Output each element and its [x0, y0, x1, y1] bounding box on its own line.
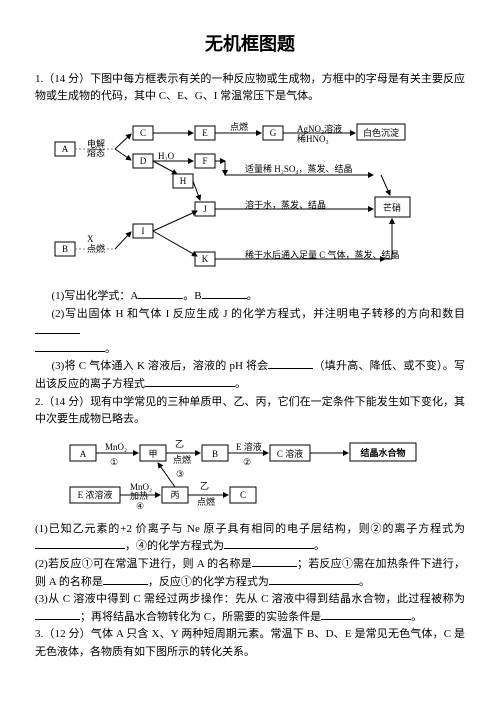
- svg-text:G: G: [270, 128, 277, 138]
- svg-text:③: ③: [176, 469, 184, 479]
- blank-B: [202, 288, 247, 299]
- svg-text:I: I: [142, 226, 145, 236]
- svg-text:点燃: 点燃: [87, 243, 105, 254]
- blank-q2-5: [269, 574, 359, 585]
- svg-text:溶于水，蒸发、结晶: 溶于水，蒸发、结晶: [245, 199, 326, 210]
- q1-p2-text: (2)写出固体 H 和气体 I 反应生成 J 的化学方程式，并注明电子转移的方向…: [52, 308, 466, 320]
- svg-text:B: B: [212, 449, 218, 459]
- blank-line: [35, 341, 105, 352]
- svg-text:H: H: [180, 176, 187, 186]
- svg-text:白色沉淀: 白色沉淀: [363, 127, 399, 138]
- q1-p1-pre: (1)写出化学式：A: [52, 290, 139, 302]
- svg-text:②: ②: [243, 457, 251, 467]
- svg-text:芒硝: 芒硝: [383, 202, 401, 213]
- q2-p3b: ；再将结晶水合物转化为 C，所需要的实验条件是: [80, 611, 321, 623]
- svg-text:A: A: [80, 449, 87, 459]
- q2-p2c: ，反应①的化学方程式为: [148, 576, 269, 588]
- svg-text:稀HNO₃: 稀HNO₃: [297, 133, 329, 144]
- q2-p1: (1)已知乙元素的+2 价离子与 Ne 原子具有相同的电子层结构，则②的离子方程…: [35, 521, 465, 556]
- q2-p1a: (1)已知乙元素的+2 价离子与 Ne 原子具有相同的电子层结构，则②的离子方程…: [35, 523, 465, 535]
- svg-text:乙: 乙: [175, 439, 184, 449]
- blank-ph: [268, 358, 313, 369]
- blank-eq: [35, 323, 80, 334]
- page-title: 无机框图题: [35, 30, 465, 59]
- svg-text:E 溶液: E 溶液: [236, 441, 262, 452]
- blank-q2-1: [35, 538, 125, 549]
- q2-p1b: ，④的化学方程式为: [125, 540, 224, 552]
- svg-text:点燃: 点燃: [197, 496, 215, 507]
- svg-text:适量稀 H₂SO₄，蒸发、结晶: 适量稀 H₂SO₄，蒸发、结晶: [245, 163, 353, 174]
- q1-p1-end: 。: [247, 290, 258, 302]
- svg-text:AgNO₃溶液: AgNO₃溶液: [297, 123, 342, 134]
- svg-text:稀于水后通入足量 C 气体，蒸发、结晶: 稀于水后通入足量 C 气体，蒸发、结晶: [245, 249, 400, 260]
- svg-text:MnO₂: MnO₂: [105, 442, 127, 452]
- blank-q2-7: [321, 609, 411, 620]
- svg-text:④: ④: [136, 501, 144, 511]
- svg-text:A: A: [62, 144, 69, 154]
- svg-text:J: J: [203, 204, 207, 214]
- q1-diagram: A 电解熔态 C D E H F H₂O G 点燃 AgNO₃溶液稀HNO₃ 白…: [45, 112, 455, 282]
- q2-p2a: (2)若反应①可在常温下进行，则 A 的名称是: [35, 558, 252, 570]
- q2-p3a: (3)从 C 溶液中得到 C 需经过两步操作：先从 C 溶液中得到结晶水合物，此…: [35, 593, 465, 605]
- svg-text:①: ①: [110, 457, 118, 467]
- svg-text:E 浓溶液: E 浓溶液: [78, 489, 113, 500]
- q3-stem: 3.（12 分）气体 A 只含 X、Y 两种短周期元素。常温下 B、D、E 是常…: [35, 626, 465, 661]
- svg-text:B: B: [62, 244, 68, 254]
- q2-diagram: A MnO₂① 甲 乙点燃 B E 溶液② C 溶液 结晶水合物 E 浓溶液 M…: [60, 435, 440, 515]
- q2-p2: (2)若反应①可在常温下进行，则 A 的名称是；若反应①需在加热条件下进行，则 …: [35, 556, 465, 591]
- svg-text:K: K: [202, 254, 209, 264]
- blank-ion: [145, 376, 235, 387]
- svg-text:C: C: [140, 128, 146, 138]
- blank-q2-6: [35, 609, 80, 620]
- svg-text:X: X: [87, 234, 94, 244]
- q1-p1-mid: 。B: [183, 290, 201, 302]
- blank-q2-2: [224, 538, 314, 549]
- q2-stem: 2.（14 分）现有中学常见的三种单质甲、乙、丙，它们在一定条件下能发生如下变化…: [35, 394, 465, 429]
- svg-text:E: E: [202, 128, 208, 138]
- q1-p3: (3)将 C 气体通入 K 溶液后，溶液的 pH 将会（填升高、降低、或不变）。…: [35, 358, 465, 393]
- svg-text:C: C: [240, 490, 246, 500]
- svg-text:结晶水合物: 结晶水合物: [360, 447, 405, 458]
- q1-p2: (2)写出固体 H 和气体 I 反应生成 J 的化学方程式，并注明电子转移的方向…: [35, 306, 465, 341]
- svg-text:C 溶液: C 溶液: [277, 448, 303, 459]
- svg-text:丙: 丙: [170, 490, 179, 500]
- q1-p3a: (3)将 C 气体通入 K 溶液后，溶液的 pH 将会: [52, 360, 269, 372]
- svg-text:点燃: 点燃: [173, 454, 191, 465]
- q1-stem: 1.（14 分）下图中每方框表示有关的一种反应物或生成物，方框中的字母是有关主要…: [35, 71, 465, 106]
- svg-text:F: F: [202, 156, 207, 166]
- svg-text:乙: 乙: [200, 481, 209, 491]
- svg-text:D: D: [140, 156, 147, 166]
- q1-p1: (1)写出化学式：A 。B 。: [35, 288, 465, 306]
- blank-A: [138, 288, 183, 299]
- svg-text:H₂O: H₂O: [158, 151, 175, 161]
- svg-text:点燃: 点燃: [230, 121, 248, 132]
- blank-q2-3: [252, 556, 297, 567]
- svg-text:甲: 甲: [148, 449, 157, 459]
- q2-p3: (3)从 C 溶液中得到 C 需经过两步操作：先从 C 溶液中得到结晶水合物，此…: [35, 591, 465, 626]
- blank-q2-4: [103, 574, 148, 585]
